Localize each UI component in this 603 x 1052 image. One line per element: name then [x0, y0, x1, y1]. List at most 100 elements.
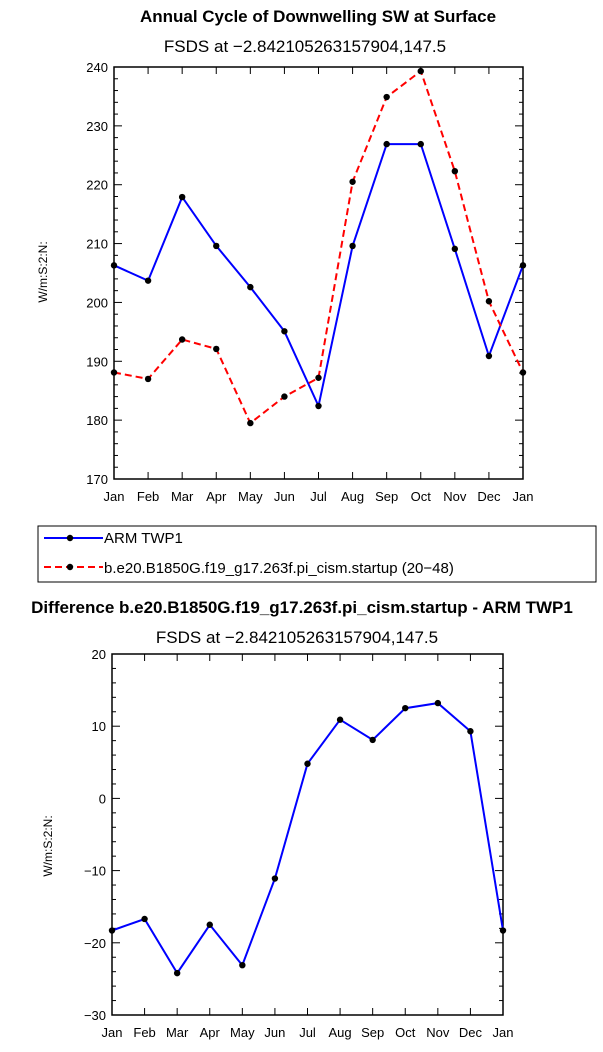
chart2-xtick-label: Feb [133, 1025, 155, 1040]
chart1-ytick-label: 210 [86, 237, 108, 252]
legend-marker-arm [66, 534, 74, 542]
chart1-series-1-point [485, 298, 493, 305]
chart2-xtick-label: May [230, 1025, 255, 1040]
chart2-ytick-label: 20 [92, 647, 106, 662]
chart2-ytick-label: −20 [84, 936, 106, 951]
chart1-ylabel: W/m:S:2:N: [36, 241, 50, 302]
chart1-ytick-label: 240 [86, 60, 108, 75]
chart2-series-group [108, 699, 507, 977]
chart1-xtick-label: Dec [477, 489, 501, 504]
legend-marker-model [66, 563, 74, 571]
chart2-xtick-label: Mar [166, 1025, 189, 1040]
chart1-series-0-point [451, 245, 459, 253]
chart1-series-1-point [281, 393, 288, 400]
chart2-series-0-point [206, 921, 213, 928]
chart1-ytick-label: 200 [86, 295, 108, 310]
chart1-series-group [110, 67, 527, 427]
chart1-series-0-point [315, 402, 322, 410]
chart1-xtick-label: Mar [171, 489, 194, 504]
chart2-xtick-label: Jun [264, 1025, 285, 1040]
chart1-series-0-point [213, 242, 220, 250]
chart2-xtick-label: Jul [299, 1025, 316, 1040]
legend-label-arm: ARM TWP1 [104, 530, 183, 547]
chart2-ytick-label: −10 [84, 864, 106, 879]
chart1-legend: ARM TWP1 b.e20.B1850G.f19_g17.263f.pi_ci… [37, 525, 597, 583]
chart1-series-0-point [485, 352, 493, 360]
chart1-ytick-label: 230 [86, 119, 108, 134]
chart2-series-0-point [271, 875, 279, 882]
chart1-series-0-point [519, 262, 527, 269]
chart1-subtitle: FSDS at −2.842105263157904,147.5 [164, 37, 446, 56]
difference-chart: Difference b.e20.B1850G.f19_g17.263f.pi_… [31, 598, 573, 1040]
chart2-xtick-label: Nov [426, 1025, 450, 1040]
chart2-series-0-point [239, 961, 246, 969]
chart2-xtick-label: Jan [102, 1025, 123, 1040]
chart1-series-1-point [178, 336, 186, 343]
chart1-series-0-point [144, 277, 152, 284]
chart2-series-0-point [402, 704, 409, 712]
chart1-series-1-point [110, 369, 118, 376]
chart1-series-1-point [247, 419, 254, 427]
chart2-series-line-0 [111, 702, 504, 975]
chart1-series-0-point [110, 262, 118, 269]
chart2-series-0-point [108, 927, 116, 934]
chart1-series-1-point [144, 375, 152, 383]
chart2-axis-ticks: Jan Feb Mar Apr May Jun Jul Aug Sep Oct Nov Dec Jan −… [84, 647, 514, 1040]
chart1-axis-ticks: Jan Feb Mar Apr May Jun Jul Aug Sep Oct Nov Dec Jan 1… [86, 60, 533, 504]
chart1-series-1-point [315, 374, 322, 381]
chart2-series-0-point [369, 736, 376, 744]
chart2-series-0-point [434, 699, 442, 707]
chart1-series-0-point [349, 242, 356, 250]
chart1-xtick-label: Apr [206, 489, 227, 504]
chart2-xtick-label: Aug [329, 1025, 352, 1040]
chart2-ytick-label: 0 [99, 791, 106, 806]
chart2-series-0-point [499, 927, 507, 934]
chart1-xtick-label: Nov [443, 489, 467, 504]
chart1-series-1-point [349, 178, 356, 185]
chart1-ytick-label: 170 [86, 472, 108, 487]
chart1-xtick-label: Aug [341, 489, 364, 504]
chart1-series-0-point [247, 283, 254, 291]
legend-label-model: b.e20.B1850G.f19_g17.263f.pi_cism.startu… [104, 560, 454, 577]
chart1-xtick-label: Jun [274, 489, 295, 504]
chart1-series-0-point [281, 328, 288, 335]
chart1-series-1-point [519, 369, 527, 376]
chart1-series-1-point [383, 93, 390, 101]
chart1-series-1-point [213, 345, 220, 353]
chart1-xtick-label: Sep [375, 489, 398, 504]
chart2-series-0-point [141, 915, 148, 923]
chart2-xtick-label: Apr [200, 1025, 221, 1040]
chart1-ytick-label: 220 [86, 178, 108, 193]
chart1-xtick-label: Jul [310, 489, 327, 504]
chart2-xtick-label: Dec [459, 1025, 483, 1040]
chart1-series-0-point [178, 193, 186, 201]
chart2-ytick-label: 10 [92, 719, 106, 734]
chart1-xtick-label: Oct [411, 489, 432, 504]
chart2-xtick-label: Oct [395, 1025, 416, 1040]
chart2-series-0-point [173, 969, 181, 977]
chart1-ytick-label: 190 [86, 354, 108, 369]
chart1-series-line-0 [113, 143, 524, 410]
chart1-ytick-label: 180 [86, 413, 108, 428]
chart1-series-line-1 [113, 69, 524, 425]
annual-cycle-chart: Annual Cycle of Downwelling SW at Surfac… [36, 7, 597, 583]
chart2-subtitle: FSDS at −2.842105263157904,147.5 [156, 628, 438, 647]
chart2-ytick-label: −30 [84, 1008, 106, 1023]
chart1-series-1-point [417, 67, 424, 75]
chart2-xtick-label: Jan [493, 1025, 514, 1040]
chart1-title: Annual Cycle of Downwelling SW at Surfac… [140, 7, 496, 26]
chart2-xtick-label: Sep [361, 1025, 384, 1040]
chart2-series-0-point [304, 760, 311, 767]
chart2-series-0-point [467, 728, 474, 735]
chart1-xtick-label: Jan [104, 489, 125, 504]
chart1-xtick-label: Feb [137, 489, 159, 504]
legend-box [37, 525, 597, 583]
chart1-series-0-point [383, 140, 390, 148]
chart1-series-1-point [451, 167, 459, 175]
chart2-title: Difference b.e20.B1850G.f19_g17.263f.pi_… [31, 598, 573, 617]
chart1-series-0-point [417, 140, 424, 148]
chart1-xtick-label: Jan [513, 489, 534, 504]
chart2-ylabel: W/m:S:2:N: [41, 815, 55, 876]
chart1-xtick-label: May [238, 489, 263, 504]
